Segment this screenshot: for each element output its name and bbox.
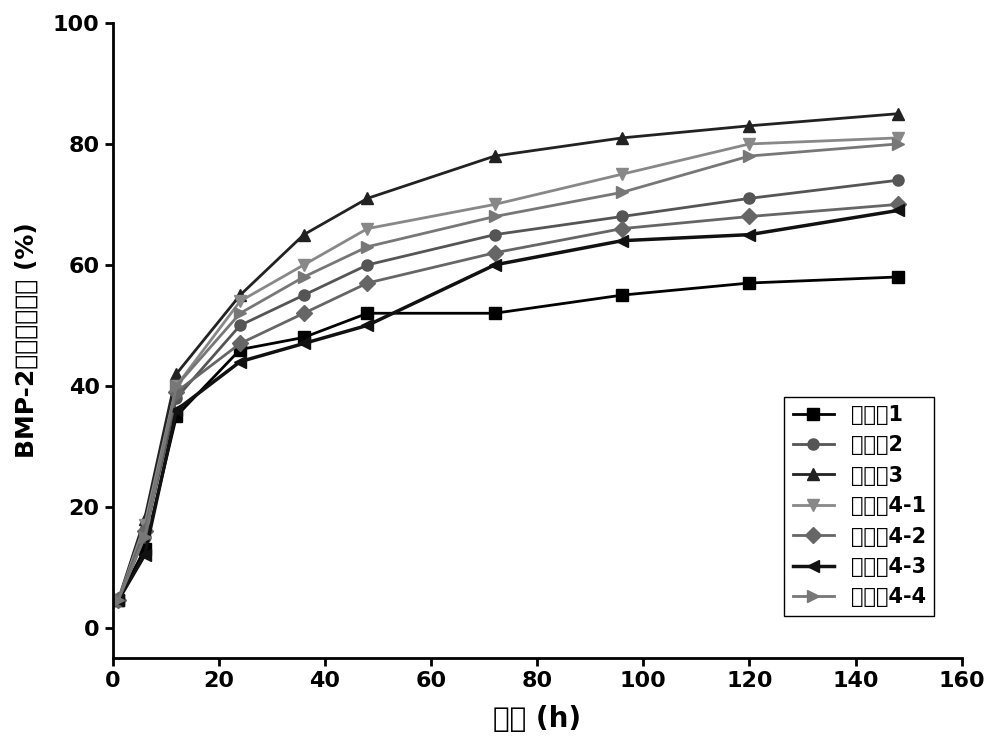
实施例1	[892, 272, 904, 281]
实施例4-1	[892, 133, 904, 142]
实施例4-2	[298, 309, 310, 318]
实施例4-4	[489, 212, 501, 221]
实施例2	[489, 230, 501, 239]
实施例4-3	[361, 321, 373, 330]
Line: 实施例3: 实施例3	[113, 108, 904, 606]
实施例4-4	[298, 272, 310, 281]
实施例2	[139, 533, 151, 542]
实施例4-4	[170, 381, 182, 390]
实施例3	[234, 291, 246, 300]
实施例3	[112, 596, 124, 605]
实施例3	[170, 370, 182, 378]
实施例4-2	[139, 527, 151, 536]
实施例1	[616, 291, 628, 300]
Line: 实施例4-3: 实施例4-3	[113, 205, 904, 606]
实施例4-3	[743, 230, 755, 239]
实施例4-3	[234, 357, 246, 366]
实施例2	[298, 291, 310, 300]
实施例3	[361, 194, 373, 203]
实施例4-4	[361, 242, 373, 251]
实施例1	[112, 596, 124, 605]
实施例2	[892, 176, 904, 185]
实施例1	[234, 345, 246, 354]
实施例1	[489, 309, 501, 318]
实施例4-2	[616, 224, 628, 233]
实施例4-1	[743, 139, 755, 148]
实施例4-2	[743, 212, 755, 221]
Line: 实施例1: 实施例1	[113, 272, 904, 606]
Line: 实施例4-4: 实施例4-4	[113, 138, 904, 606]
实施例4-1	[170, 381, 182, 390]
Line: 实施例2: 实施例2	[113, 175, 904, 606]
实施例2	[112, 596, 124, 605]
实施例3	[892, 109, 904, 118]
实施例3	[139, 515, 151, 524]
实施例4-1	[489, 200, 501, 209]
实施例2	[743, 194, 755, 203]
实施例4-3	[489, 260, 501, 269]
实施例4-2	[170, 387, 182, 396]
实施例3	[743, 121, 755, 130]
实施例2	[170, 393, 182, 402]
Y-axis label: BMP-2累积释放曲线 (%): BMP-2累积释放曲线 (%)	[15, 223, 39, 459]
Line: 实施例4-1: 实施例4-1	[113, 132, 904, 606]
实施例2	[361, 260, 373, 269]
实施例4-3	[892, 206, 904, 215]
实施例4-1	[298, 260, 310, 269]
实施例2	[234, 321, 246, 330]
实施例1	[743, 278, 755, 287]
实施例1	[361, 309, 373, 318]
实施例4-1	[139, 521, 151, 530]
实施例4-4	[743, 152, 755, 161]
实施例4-3	[139, 551, 151, 560]
实施例4-2	[892, 200, 904, 209]
实施例4-3	[616, 236, 628, 245]
实施例3	[616, 133, 628, 142]
X-axis label: 时间 (h): 时间 (h)	[493, 705, 581, 733]
实施例4-1	[361, 224, 373, 233]
实施例1	[298, 333, 310, 342]
实施例4-3	[170, 405, 182, 414]
实施例4-2	[112, 596, 124, 605]
实施例2	[616, 212, 628, 221]
实施例4-2	[361, 278, 373, 287]
实施例4-2	[234, 339, 246, 348]
Line: 实施例4-2: 实施例4-2	[113, 199, 904, 606]
实施例4-3	[112, 596, 124, 605]
实施例4-1	[112, 596, 124, 605]
实施例4-4	[139, 533, 151, 542]
Legend: 实施例1, 实施例2, 实施例3, 实施例4-1, 实施例4-2, 实施例4-3, 实施例4-4: 实施例1, 实施例2, 实施例3, 实施例4-1, 实施例4-2, 实施例4-3…	[784, 396, 934, 616]
实施例4-1	[234, 297, 246, 306]
实施例4-4	[234, 309, 246, 318]
实施例4-2	[489, 248, 501, 257]
实施例3	[298, 230, 310, 239]
实施例3	[489, 152, 501, 161]
实施例4-3	[298, 339, 310, 348]
实施例4-4	[616, 188, 628, 197]
实施例4-1	[616, 170, 628, 179]
实施例1	[139, 545, 151, 554]
实施例4-4	[112, 596, 124, 605]
实施例4-4	[892, 139, 904, 148]
实施例1	[170, 411, 182, 420]
